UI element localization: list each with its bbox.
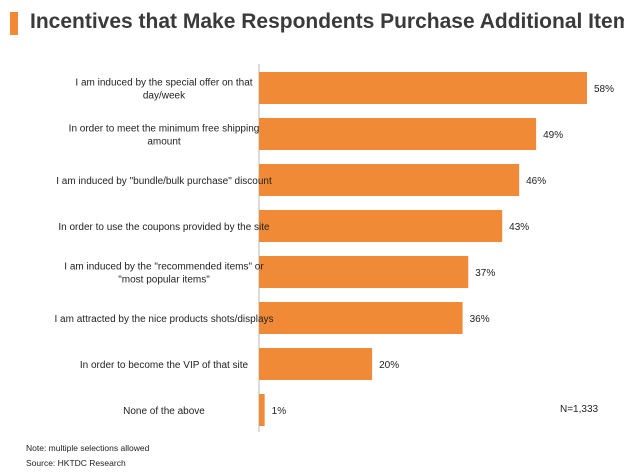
title-marker	[10, 12, 18, 35]
category-label: amount	[147, 137, 181, 148]
bar	[259, 210, 503, 242]
value-label: 36%	[470, 314, 490, 325]
category-label: None of the above	[123, 406, 205, 417]
category-label: In order to become the VIP of that site	[80, 360, 249, 371]
category-label: I am induced by the special offer on tha…	[75, 78, 252, 89]
bar	[259, 302, 463, 334]
bar	[259, 256, 469, 288]
source: Source: HKTDC Research	[26, 458, 126, 468]
category-label: "most popular items"	[118, 275, 210, 286]
category-label: day/week	[143, 91, 186, 102]
category-label: I am induced by "bundle/bulk purchase" d…	[56, 176, 272, 187]
bar	[259, 394, 265, 426]
chart-title: Incentives that Make Respondents Purchas…	[30, 10, 624, 33]
value-label: 46%	[526, 176, 546, 187]
category-label: I am attracted by the nice products shot…	[55, 314, 274, 325]
value-label: 37%	[475, 268, 495, 279]
category-label: I am induced by the "recommended items" …	[64, 262, 264, 273]
value-label: 49%	[543, 130, 563, 141]
value-label: 43%	[509, 222, 529, 233]
bar	[259, 348, 373, 380]
category-label: In order to use the coupons provided by …	[58, 222, 270, 233]
bar	[259, 164, 520, 196]
sample-size: N=1,333	[560, 404, 599, 415]
value-label: 1%	[272, 406, 287, 417]
bar	[259, 118, 537, 150]
note: Note: multiple selections allowed	[26, 443, 150, 453]
bar	[259, 72, 587, 104]
category-label: In order to meet the minimum free shippi…	[69, 124, 260, 135]
value-label: 58%	[594, 84, 614, 95]
value-label: 20%	[379, 360, 399, 371]
